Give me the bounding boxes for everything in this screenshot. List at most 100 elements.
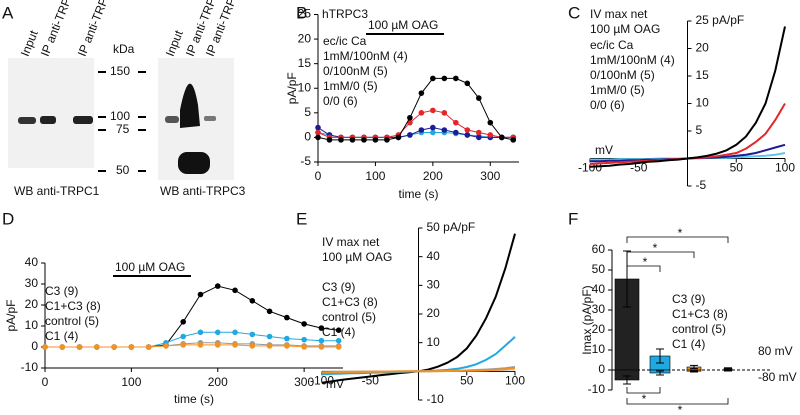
annotation: 100 µM OAG <box>368 18 438 32</box>
data-point <box>318 344 325 350</box>
blot-band <box>180 83 200 128</box>
data-point <box>59 344 66 350</box>
data-point <box>372 137 379 143</box>
panel-label: C <box>568 3 580 22</box>
y-tick-label: 15 <box>298 56 312 70</box>
legend-entry: 1mM/0 (5) <box>323 79 378 93</box>
data-point <box>197 291 204 298</box>
x-tick-label: 100 <box>505 374 525 388</box>
x-axis-label: time (s) <box>399 187 439 201</box>
significance-bracket <box>626 251 695 258</box>
x-tick-label: -100 <box>310 374 334 388</box>
x-tick-label: 0 <box>315 169 322 183</box>
data-point <box>266 333 273 340</box>
data-point <box>232 329 238 336</box>
x-tick-label: 300 <box>294 375 314 389</box>
legend-entry: control (5) <box>672 322 726 336</box>
data-point <box>266 343 273 349</box>
data-point <box>197 342 204 348</box>
significance-bracket <box>626 398 729 405</box>
data-point <box>335 344 342 350</box>
data-point <box>430 129 436 136</box>
significance-bracket <box>626 387 661 394</box>
x-tick-label: 200 <box>208 375 228 389</box>
legend-entry: 0/100nM (5) <box>590 68 655 82</box>
significance-bracket <box>626 236 729 243</box>
data-point <box>76 344 83 350</box>
data-point <box>318 337 325 344</box>
lane-label: IP anti-TRPC1 <box>38 0 80 58</box>
legend-entry: C3 (9) <box>322 280 355 294</box>
data-point <box>361 137 367 143</box>
blot-background <box>8 58 94 168</box>
data-point <box>318 325 325 331</box>
annotation: 100 µM OAG <box>115 260 185 274</box>
y-axis-label: pA/pF <box>4 299 18 331</box>
chart-title: IV max net <box>590 7 648 21</box>
data-point <box>464 127 471 133</box>
data-point <box>249 298 256 304</box>
data-point <box>441 127 448 133</box>
blot-band <box>18 117 36 124</box>
data-point <box>430 75 436 82</box>
data-point <box>338 137 344 143</box>
y-tick-label: 40 <box>427 249 441 263</box>
x-tick-label: 0 <box>42 375 49 389</box>
x-tick-label: 50 <box>460 374 474 388</box>
y-axis-label: Imax (pA/pF) <box>580 285 594 354</box>
data-point <box>145 344 152 350</box>
marker-label: 75 <box>116 122 130 136</box>
chart-title: 100 µM OAG <box>322 250 392 264</box>
data-point <box>441 75 448 82</box>
data-point <box>487 132 494 138</box>
data-point <box>326 137 333 143</box>
significance-mark: * <box>678 226 683 240</box>
data-point <box>42 344 48 350</box>
data-point <box>464 132 471 138</box>
data-point <box>476 134 482 141</box>
y-tick-label: 10 <box>427 335 441 349</box>
panel-label: D <box>2 209 14 228</box>
data-point <box>301 336 307 343</box>
y-tick-label: 30 <box>427 278 441 292</box>
data-point <box>180 319 187 325</box>
y-tick-label: 20 <box>427 306 441 320</box>
data-point <box>197 329 204 336</box>
chart-title: IV max net <box>322 235 380 249</box>
y-tick-label: 10 <box>592 342 606 356</box>
data-point <box>476 95 482 101</box>
data-point <box>335 337 342 344</box>
data-point <box>430 124 436 131</box>
data-point <box>395 134 402 141</box>
significance-mark: * <box>678 403 683 415</box>
y-tick-label: 40 <box>592 282 606 296</box>
series-label: 80 mV <box>758 344 793 358</box>
x-axis-label: mV <box>595 143 613 157</box>
x-tick-label: 200 <box>423 169 443 183</box>
y-tick-label: 50 <box>592 262 606 276</box>
significance-mark: * <box>643 255 648 269</box>
data-point <box>349 137 356 143</box>
y-axis-label: pA/pF <box>285 72 299 104</box>
data-point <box>232 342 238 348</box>
data-point <box>128 344 135 350</box>
data-point <box>284 335 290 342</box>
y-tick-label: 0 <box>304 130 311 144</box>
data-point <box>284 314 290 321</box>
y-tick-label: 20 <box>298 31 312 45</box>
data-point <box>453 129 459 136</box>
data-point <box>94 344 100 350</box>
y-tick-label: 5 <box>304 105 311 119</box>
data-point <box>430 107 436 114</box>
legend-entry: C3 (9) <box>45 284 78 298</box>
legend-entry: C1 (4) <box>672 337 705 351</box>
blot-band <box>73 116 93 124</box>
marker-label: 150 <box>110 64 130 78</box>
data-point <box>510 137 517 143</box>
data-point <box>476 129 482 136</box>
panel-label: E <box>296 209 307 228</box>
data-point <box>418 110 425 116</box>
blot-band <box>178 152 210 174</box>
data-point <box>407 119 413 126</box>
data-point <box>249 331 256 338</box>
